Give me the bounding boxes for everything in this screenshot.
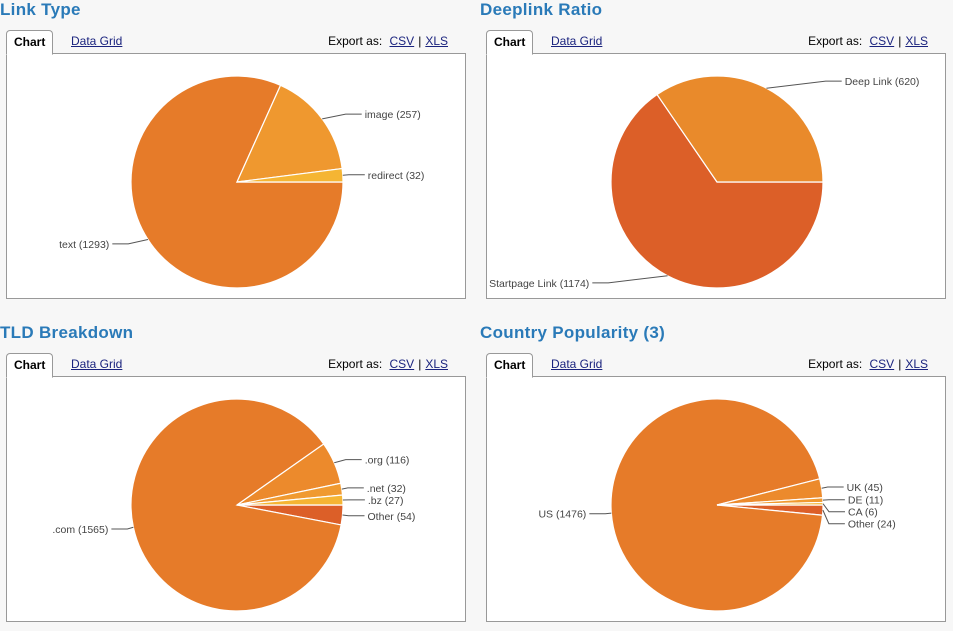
leader-line	[821, 486, 844, 489]
export-xls-link[interactable]: XLS	[425, 34, 448, 48]
chart-area: UK (45) DE (11) CA (6) Other (24) US (1476)	[486, 376, 946, 622]
export-xls-link[interactable]: XLS	[905, 357, 928, 371]
export-options: Export as: CSV | XLS	[328, 357, 452, 371]
slice-label: image (257)	[365, 109, 421, 121]
pie-slice[interactable]	[610, 398, 824, 612]
pie-slice[interactable]	[716, 501, 824, 506]
leader-line	[341, 487, 364, 490]
leader-line	[589, 512, 612, 515]
pie-slice[interactable]	[130, 398, 342, 612]
export-csv-link[interactable]: CSV	[389, 357, 415, 371]
tab-data-grid[interactable]: Data Grid	[71, 357, 123, 371]
export-xls-link[interactable]: XLS	[425, 357, 448, 371]
pie-chart: Deep Link (620) Startpage Link (1174)	[489, 75, 920, 290]
chart-title: TLD Breakdown	[0, 323, 134, 342]
chart-title: Deeplink Ratio	[480, 0, 603, 19]
export-label: Export as:	[328, 357, 383, 371]
leader-line	[111, 526, 134, 530]
chart-area: Deep Link (620) Startpage Link (1174)	[486, 53, 946, 299]
pie-chart: UK (45)DE (11)CA (6)Other (24) US (1476)	[538, 398, 896, 612]
leader-line	[342, 174, 365, 176]
slice-label: text (1293)	[59, 239, 109, 251]
export-label: Export as:	[328, 34, 383, 48]
pie-slice[interactable]	[656, 75, 824, 183]
pie-chart: .org (116) .net (32).bz (27) Other (54) .co…	[52, 398, 416, 612]
leader-line	[822, 503, 845, 513]
pie-slice[interactable]	[236, 84, 343, 183]
export-xls-link[interactable]: XLS	[905, 34, 928, 48]
leader-line	[334, 459, 362, 464]
slice-label: Other (24)	[848, 519, 896, 531]
slice-label: .bz (27)	[368, 495, 404, 507]
chart-title: Link Type	[0, 0, 81, 19]
slice-label: Other (54)	[368, 511, 416, 523]
slice-label: Deep Link (620)	[845, 76, 920, 88]
tab-bar: Chart Data Grid Export as: CSV | XLS	[6, 30, 460, 55]
export-options: Export as: CSV | XLS	[808, 357, 932, 371]
slice-label: .com (1565)	[52, 524, 108, 536]
slice-label: US (1476)	[538, 509, 586, 521]
tab-chart[interactable]: Chart	[6, 30, 54, 55]
export-options: Export as: CSV | XLS	[808, 34, 932, 48]
pie-slice[interactable]	[236, 494, 344, 506]
slice-label: Startpage Link (1174)	[489, 278, 589, 290]
export-csv-link[interactable]: CSV	[869, 34, 895, 48]
leader-line	[322, 113, 362, 120]
chart-panel: Country Popularity (3) Chart Data Grid E…	[480, 323, 946, 623]
export-csv-link[interactable]: CSV	[389, 34, 415, 48]
chart-area: .org (116) .net (32) .bz (27) Other (54) .co…	[6, 376, 466, 622]
pie-chart: image (257) redirect (32) text (1293)	[59, 75, 425, 289]
chart-area: image (257) redirect (32) text (1293)	[6, 53, 466, 299]
tab-data-grid[interactable]: Data Grid	[71, 34, 123, 48]
chart-panel: Link Type Chart Data Grid Export as: CSV…	[0, 0, 466, 300]
export-label: Export as:	[808, 34, 863, 48]
tab-data-grid[interactable]: Data Grid	[551, 34, 603, 48]
separator: |	[898, 34, 902, 48]
slice-label: .net (32)	[367, 483, 406, 495]
leader-line	[822, 509, 845, 525]
slice-label: CA (6)	[848, 507, 878, 519]
separator: |	[898, 357, 902, 371]
slice-label: UK (45)	[847, 482, 883, 494]
leader-line	[112, 239, 149, 245]
tab-bar: Chart Data Grid Export as: CSV | XLS	[6, 353, 460, 378]
separator: |	[418, 357, 422, 371]
separator: |	[418, 34, 422, 48]
export-label: Export as:	[808, 357, 863, 371]
slice-label: .org (116)	[365, 455, 410, 467]
leader-line	[766, 80, 842, 89]
tab-data-grid[interactable]: Data Grid	[551, 357, 603, 371]
tab-chart[interactable]: Chart	[6, 353, 54, 378]
leader-line	[342, 514, 365, 517]
tab-chart[interactable]: Chart	[486, 30, 534, 55]
chart-panel: TLD Breakdown Chart Data Grid Export as:…	[0, 323, 466, 623]
slice-label: DE (11)	[848, 495, 883, 507]
tab-bar: Chart Data Grid Export as: CSV | XLS	[486, 353, 940, 378]
pie-slice[interactable]	[610, 93, 824, 289]
chart-panel: Deeplink Ratio Chart Data Grid Export as…	[480, 0, 946, 300]
leader-line	[592, 275, 668, 284]
export-csv-link[interactable]: CSV	[869, 357, 895, 371]
chart-title: Country Popularity (3)	[480, 323, 666, 342]
export-options: Export as: CSV | XLS	[328, 34, 452, 48]
tab-chart[interactable]: Chart	[486, 353, 534, 378]
slice-label: redirect (32)	[368, 170, 425, 182]
tab-bar: Chart Data Grid Export as: CSV | XLS	[486, 30, 940, 55]
